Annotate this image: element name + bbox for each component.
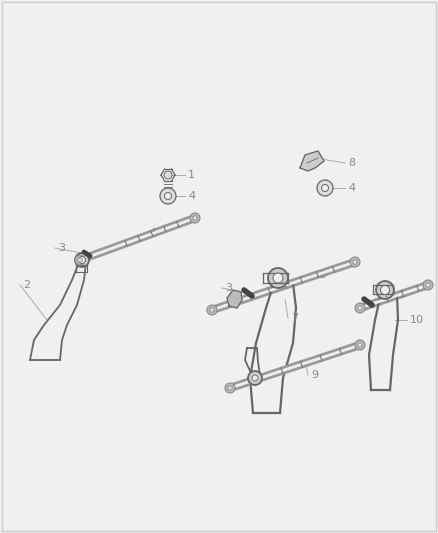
Circle shape: [358, 306, 362, 310]
Text: 4: 4: [188, 191, 195, 201]
Circle shape: [355, 303, 365, 313]
Circle shape: [321, 184, 328, 191]
Circle shape: [160, 188, 176, 204]
Circle shape: [248, 371, 262, 385]
Text: 9: 9: [311, 370, 318, 380]
Circle shape: [426, 282, 430, 287]
Circle shape: [164, 171, 172, 179]
Circle shape: [355, 340, 365, 350]
Circle shape: [381, 286, 389, 295]
Circle shape: [225, 383, 235, 393]
Polygon shape: [227, 290, 242, 308]
Circle shape: [228, 386, 232, 390]
Text: 3: 3: [225, 283, 232, 293]
Circle shape: [268, 268, 288, 288]
Circle shape: [78, 256, 85, 263]
Text: 3: 3: [58, 243, 65, 253]
Text: 5: 5: [151, 228, 158, 238]
Text: 2: 2: [23, 280, 30, 290]
Circle shape: [353, 260, 357, 264]
Text: 7: 7: [291, 313, 298, 323]
Text: 8: 8: [348, 158, 355, 168]
Circle shape: [358, 343, 362, 348]
Circle shape: [317, 180, 333, 196]
Text: 4: 4: [348, 183, 355, 193]
Circle shape: [350, 257, 360, 267]
Circle shape: [207, 305, 217, 315]
Polygon shape: [300, 151, 324, 171]
Text: 3: 3: [398, 290, 405, 300]
Circle shape: [75, 253, 89, 267]
Text: 10: 10: [410, 315, 424, 325]
Circle shape: [273, 273, 283, 283]
Circle shape: [75, 255, 85, 265]
Circle shape: [78, 258, 82, 262]
Circle shape: [193, 216, 197, 220]
Text: 1: 1: [188, 170, 195, 180]
Circle shape: [190, 213, 200, 223]
Circle shape: [210, 308, 214, 312]
Circle shape: [165, 192, 172, 199]
Circle shape: [423, 280, 433, 290]
Circle shape: [376, 281, 394, 299]
Circle shape: [252, 375, 258, 381]
Text: 6: 6: [318, 270, 325, 280]
